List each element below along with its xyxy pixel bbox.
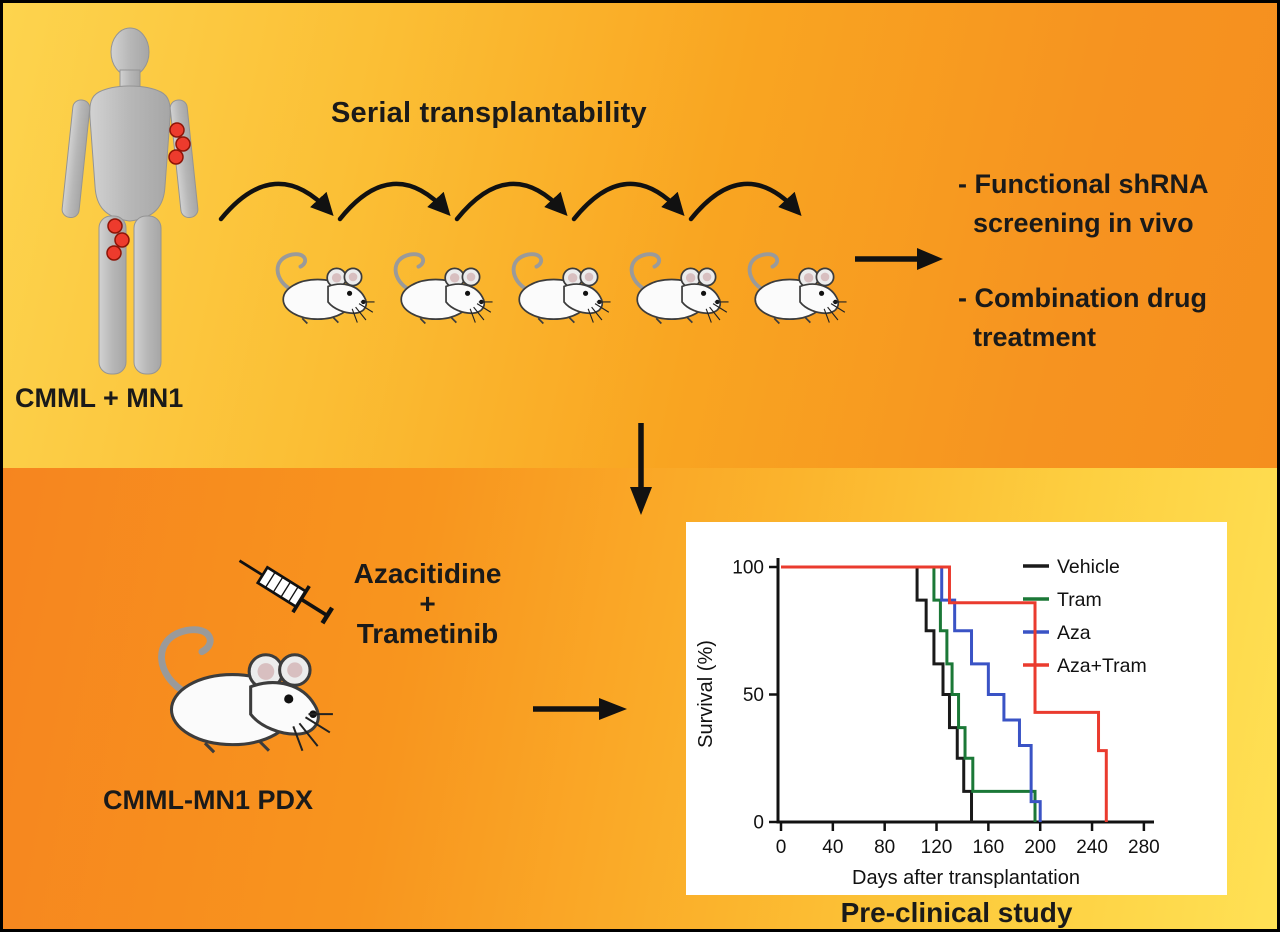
bottom-panel: Azacitidine + Trametinib CMML-MN1 PDX 0 4… bbox=[3, 468, 1277, 929]
pdx-label: CMML-MN1 PDX bbox=[103, 785, 313, 815]
svg-text:280: 280 bbox=[1128, 837, 1160, 858]
svg-text:50: 50 bbox=[743, 685, 764, 706]
svg-text:160: 160 bbox=[973, 837, 1005, 858]
treatment-label: Azacitidine + Trametinib bbox=[353, 558, 502, 650]
tumor-dots-icon bbox=[106, 122, 191, 261]
arrow-right-icon bbox=[855, 248, 943, 270]
patient-silhouette-icon bbox=[61, 27, 199, 375]
arrow-right-icon bbox=[533, 698, 627, 720]
mouse-icon bbox=[384, 245, 496, 327]
mouse-icon bbox=[266, 245, 378, 327]
svg-text:Survival (%): Survival (%) bbox=[695, 640, 717, 748]
svg-text:Aza+Tram: Aza+Tram bbox=[1057, 655, 1147, 677]
outcome-list: - Functional shRNA screening in vivo - C… bbox=[958, 165, 1277, 358]
syringe-icon bbox=[238, 559, 334, 625]
mouse-icon bbox=[620, 245, 732, 327]
mouse-icon bbox=[502, 245, 614, 327]
survival-chart-panel: 0 40 80 120 160 200 240 280 0 50 100 Days after tra… bbox=[686, 522, 1227, 895]
svg-text:0: 0 bbox=[753, 813, 764, 834]
arrow-down-icon bbox=[630, 423, 652, 515]
svg-text:Days after transplantation: Days after transplantation bbox=[852, 867, 1080, 889]
serial-passage-arrows-icon bbox=[218, 181, 802, 222]
svg-text:120: 120 bbox=[921, 837, 953, 858]
svg-text:0: 0 bbox=[776, 837, 787, 858]
svg-text:40: 40 bbox=[822, 837, 843, 858]
svg-text:Tram: Tram bbox=[1057, 589, 1102, 611]
outcome-item-combination: - Combination drug treatment bbox=[958, 283, 1207, 353]
serial-transplantability-title: Serial transplantability bbox=[331, 97, 647, 129]
outcome-item-shrna: - Functional shRNA screening in vivo bbox=[958, 169, 1209, 239]
svg-text:100: 100 bbox=[732, 558, 764, 579]
mouse-icon bbox=[738, 245, 850, 327]
svg-text:200: 200 bbox=[1024, 837, 1056, 858]
top-panel: CMML + MN1 Serial transplantability bbox=[3, 3, 1277, 468]
preclinical-study-label: Pre-clinical study bbox=[840, 897, 1073, 928]
svg-text:Aza: Aza bbox=[1057, 622, 1091, 644]
svg-text:80: 80 bbox=[874, 837, 895, 858]
svg-text:Vehicle: Vehicle bbox=[1057, 556, 1120, 578]
patient-label: CMML + MN1 bbox=[15, 383, 184, 413]
survival-chart: 0 40 80 120 160 200 240 280 0 50 100 Days after tra… bbox=[695, 556, 1160, 889]
pdx-mouse-icon bbox=[141, 613, 339, 759]
svg-text:240: 240 bbox=[1076, 837, 1108, 858]
